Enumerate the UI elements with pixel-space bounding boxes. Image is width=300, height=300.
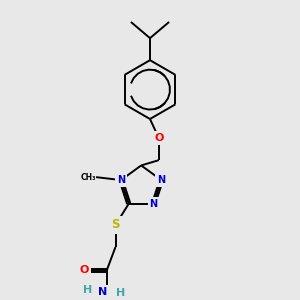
Text: S: S — [111, 218, 120, 231]
Text: H: H — [83, 285, 92, 295]
Text: N: N — [98, 287, 107, 297]
Text: O: O — [80, 266, 89, 275]
Text: O: O — [154, 133, 164, 143]
Text: N: N — [117, 175, 125, 185]
Text: H: H — [116, 288, 125, 298]
Text: CH₃: CH₃ — [81, 172, 96, 182]
Text: N: N — [157, 175, 165, 185]
Text: N: N — [150, 199, 158, 209]
